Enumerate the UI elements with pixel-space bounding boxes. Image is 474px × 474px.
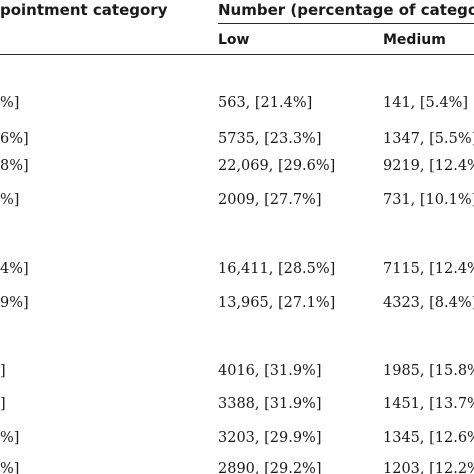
row-category-cell: %]	[0, 192, 20, 208]
header-bottom-rule	[0, 54, 474, 55]
row-medium-cell: 4323, [8.4%]	[383, 295, 474, 311]
row-category-cell: ]	[0, 396, 6, 412]
row-category-cell: %]	[0, 461, 20, 474]
row-medium-cell: 1347, [5.5%]	[383, 131, 474, 147]
row-low-cell: 2009, [27.7%]	[218, 192, 322, 208]
row-medium-cell: 1345, [12.6%	[383, 430, 474, 446]
row-category-cell: 9%]	[0, 295, 29, 311]
row-medium-cell: 141, [5.4%]	[383, 95, 469, 111]
row-medium-cell: 1451, [13.7%	[383, 396, 474, 412]
row-low-cell: 3388, [31.9%]	[218, 396, 322, 412]
column-header-medium: Medium	[383, 32, 446, 48]
row-category-cell: ]	[0, 363, 6, 379]
row-category-cell: 4%]	[0, 261, 29, 277]
row-category-cell: 6%]	[0, 131, 29, 147]
row-low-cell: 2890, [29.2%]	[218, 461, 322, 474]
row-low-cell: 5735, [23.3%]	[218, 131, 322, 147]
row-medium-cell: 1203, [12.2%	[383, 461, 474, 474]
row-medium-cell: 1985, [15.8%	[383, 363, 474, 379]
header-number-percentage: Number (percentage of categor	[218, 1, 474, 19]
row-category-cell: %]	[0, 95, 20, 111]
row-category-cell: 8%]	[0, 158, 29, 174]
row-low-cell: 13,965, [27.1%]	[218, 295, 336, 311]
row-low-cell: 3203, [29.9%]	[218, 430, 322, 446]
row-low-cell: 22,069, [29.6%]	[218, 158, 336, 174]
row-low-cell: 4016, [31.9%]	[218, 363, 322, 379]
row-category-cell: %]	[0, 430, 20, 446]
header-appointment-category: pointment category	[0, 1, 168, 19]
row-medium-cell: 7115, [12.4%	[383, 261, 474, 277]
header-underline	[218, 23, 474, 24]
row-medium-cell: 9219, [12.4%	[383, 158, 474, 174]
row-low-cell: 16,411, [28.5%]	[218, 261, 336, 277]
column-header-low: Low	[218, 32, 250, 48]
row-low-cell: 563, [21.4%]	[218, 95, 313, 111]
row-medium-cell: 731, [10.1%]	[383, 192, 474, 208]
